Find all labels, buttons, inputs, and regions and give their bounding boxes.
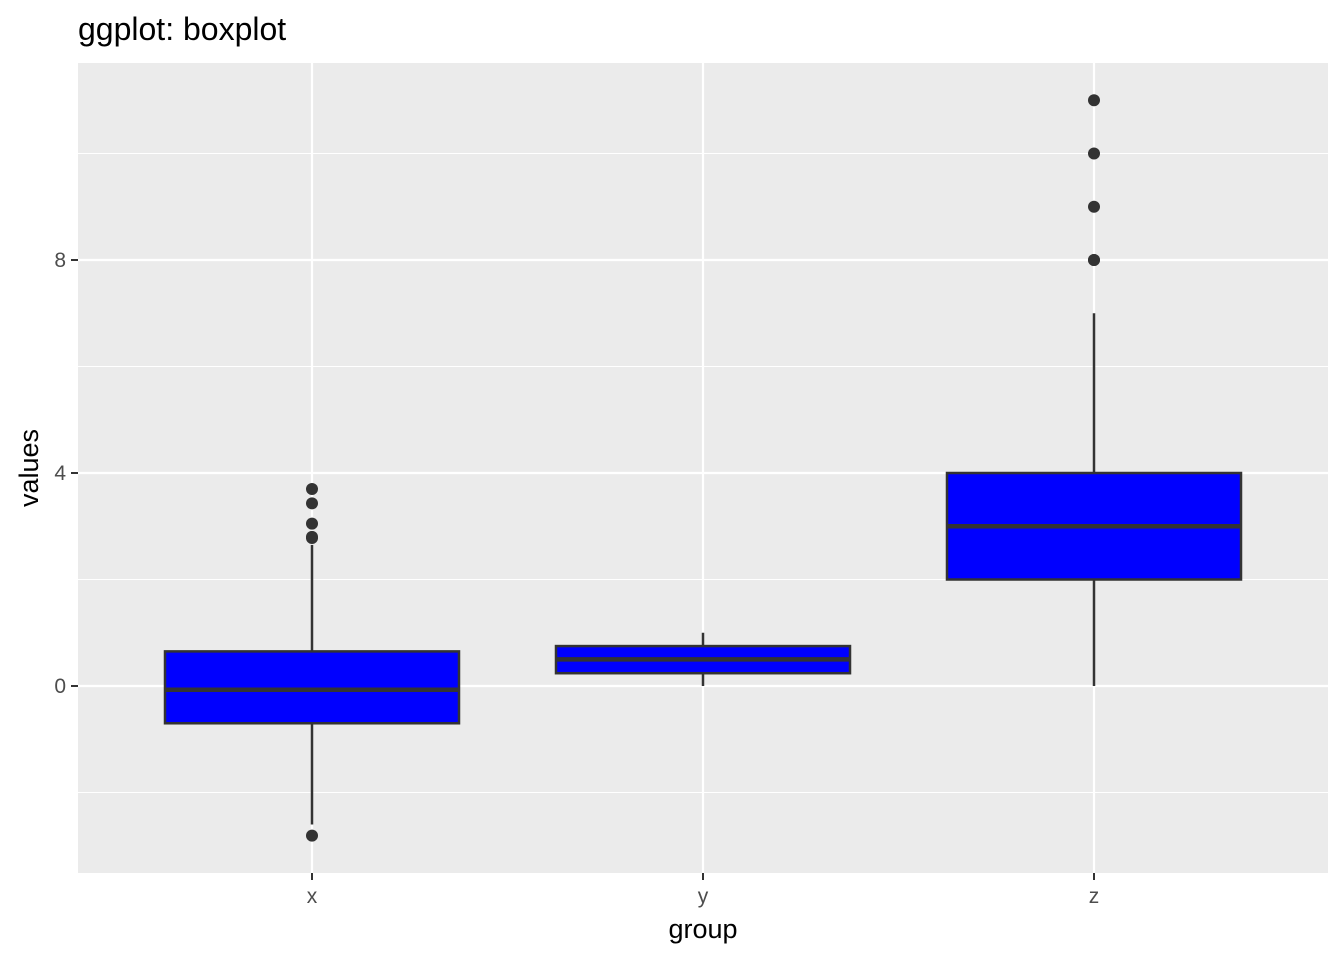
x-tick-label: y	[698, 885, 709, 908]
x-tick-label: z	[1089, 885, 1100, 908]
y-tick-label: 4	[54, 462, 66, 485]
outlier-point	[306, 482, 318, 495]
box-iqr	[163, 650, 461, 725]
outlier-point	[1088, 200, 1100, 213]
outlier-point	[306, 517, 318, 530]
outlier-point	[1088, 147, 1100, 160]
y-tick-label: 0	[54, 675, 66, 698]
outlier-point	[1088, 254, 1100, 266]
x-tick-label: x	[307, 885, 318, 908]
box-group-z	[945, 94, 1243, 686]
chart-title: ggplot: boxplot	[78, 11, 286, 47]
outlier-point	[306, 829, 318, 842]
axis-layer: 0 4 8 x y z	[54, 249, 1099, 908]
box-group-y	[554, 632, 852, 686]
outlier-point	[1088, 94, 1100, 107]
outlier-point	[306, 497, 318, 510]
y-tick-label: 8	[54, 249, 66, 272]
outlier-point	[306, 530, 318, 543]
boxes-layer	[163, 94, 1243, 842]
box-group-x	[163, 482, 461, 842]
x-axis-title: group	[668, 914, 737, 944]
y-axis-title: values	[14, 429, 44, 507]
